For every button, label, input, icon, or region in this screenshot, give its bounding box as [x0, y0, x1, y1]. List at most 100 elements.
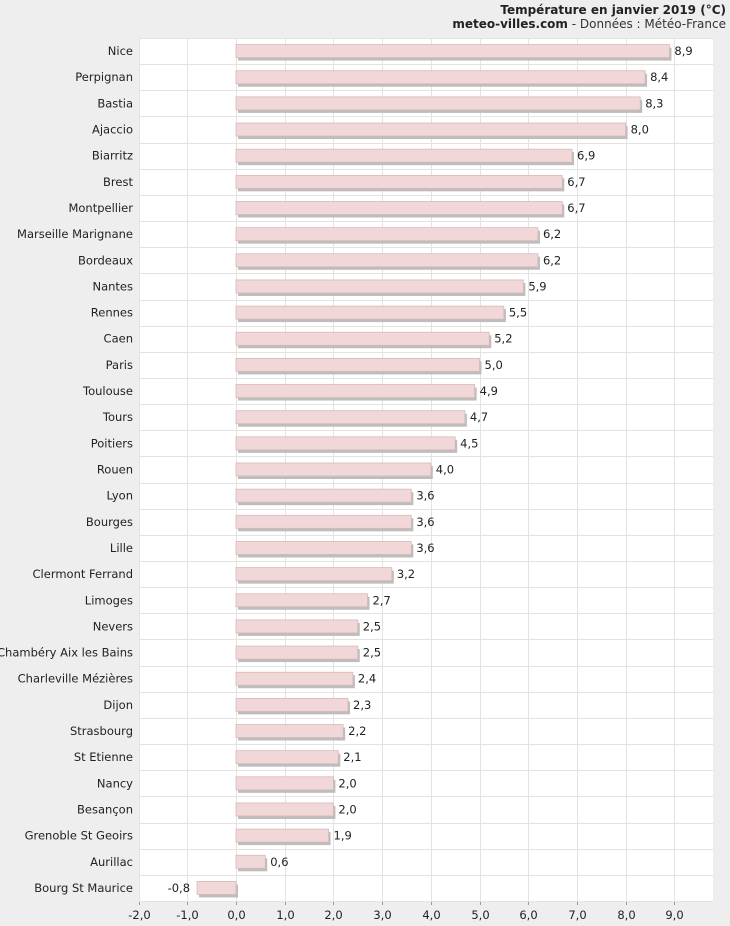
bar	[235, 96, 641, 111]
bar	[235, 148, 573, 163]
category-label: Lille	[110, 541, 133, 555]
x-tick-label: 1,0	[276, 908, 294, 922]
bar	[235, 776, 334, 791]
category-label: Perpignan	[75, 70, 133, 84]
chart-title: Température en janvier 2019 (°C)	[500, 3, 726, 17]
category-label: Nice	[108, 44, 133, 58]
bar	[235, 697, 349, 712]
x-tick-label: -2,0	[128, 908, 150, 922]
x-tick-label: 8,0	[617, 908, 635, 922]
data-label: 6,2	[543, 227, 561, 241]
data-label: 2,7	[372, 593, 390, 607]
bar	[235, 44, 670, 58]
bar	[235, 645, 359, 660]
bar	[235, 828, 329, 843]
data-label: 3,6	[416, 515, 434, 529]
data-label: 2,0	[338, 802, 356, 816]
data-label: 6,2	[543, 253, 561, 267]
bar	[235, 593, 368, 608]
data-label: 3,2	[397, 567, 415, 581]
data-label: 6,7	[567, 201, 585, 215]
category-label: Besançon	[77, 802, 133, 816]
bar	[235, 253, 539, 268]
x-tick-label: 6,0	[519, 908, 537, 922]
category-label: Toulouse	[82, 384, 133, 398]
category-label: Marseille Marignane	[17, 227, 133, 241]
data-label: 5,2	[494, 332, 512, 346]
category-label: Bastia	[97, 96, 133, 110]
data-label: 2,5	[363, 646, 381, 660]
category-label: St Etienne	[74, 750, 133, 764]
data-label: -0,8	[168, 881, 190, 895]
bar	[235, 488, 412, 503]
bar	[235, 724, 344, 738]
x-tick-label: 9,0	[665, 908, 683, 922]
bar	[235, 750, 339, 765]
bar	[235, 279, 524, 294]
data-label: 4,9	[480, 384, 498, 398]
category-label: Strasbourg	[70, 724, 133, 738]
category-label: Tours	[102, 410, 133, 424]
chart-source: meteo-villes.com - Données : Météo-Franc…	[452, 17, 726, 31]
category-label: Lyon	[107, 489, 133, 503]
x-tick-label: 3,0	[373, 908, 391, 922]
bar	[235, 305, 505, 320]
data-label: 1,9	[334, 829, 352, 843]
source-site[interactable]: meteo-villes.com	[452, 17, 568, 31]
category-label: Nancy	[97, 776, 133, 790]
category-label: Montpellier	[68, 201, 133, 215]
category-label: Clermont Ferrand	[33, 567, 133, 581]
bar	[235, 671, 354, 686]
bar	[235, 802, 334, 817]
data-label: 8,0	[631, 123, 649, 137]
bar	[235, 619, 359, 634]
data-label: 0,6	[270, 855, 288, 869]
data-label: 4,0	[436, 463, 454, 477]
data-label: 8,9	[674, 44, 692, 58]
data-label: 2,2	[348, 724, 366, 738]
bar	[235, 462, 432, 477]
bar	[235, 227, 539, 242]
bar	[235, 357, 480, 372]
x-tick-label: 2,0	[324, 908, 342, 922]
category-label: Nevers	[93, 619, 133, 633]
data-label: 4,5	[460, 436, 478, 450]
bar	[235, 174, 563, 189]
category-label: Charleville Mézières	[18, 672, 133, 686]
data-label: 3,6	[416, 489, 434, 503]
data-label: 5,9	[528, 279, 546, 293]
category-label: Aurillac	[90, 855, 133, 869]
x-tick-label: 4,0	[422, 908, 440, 922]
category-label: Biarritz	[92, 149, 133, 163]
bar	[235, 384, 476, 398]
bar	[235, 567, 393, 582]
bar	[235, 541, 412, 555]
category-label: Paris	[106, 358, 133, 372]
bar	[235, 436, 456, 451]
category-label: Rennes	[91, 306, 133, 320]
category-label: Bourges	[86, 515, 133, 529]
data-label: 6,7	[567, 175, 585, 189]
bar	[235, 854, 266, 869]
category-label: Bordeaux	[78, 253, 133, 267]
category-label: Ajaccio	[92, 123, 133, 137]
category-label: Poitiers	[91, 436, 133, 450]
data-label: 2,5	[363, 619, 381, 633]
category-label: Brest	[103, 175, 133, 189]
category-label: Dijon	[103, 698, 133, 712]
x-tick-label: 0,0	[227, 908, 245, 922]
bar	[235, 410, 466, 425]
category-label: Chambéry Aix les Bains	[0, 646, 133, 660]
data-label: 8,4	[650, 70, 668, 84]
data-label: 5,5	[509, 306, 527, 320]
category-label: Bourg St Maurice	[34, 881, 133, 895]
data-label: 2,0	[338, 776, 356, 790]
category-label: Caen	[104, 332, 133, 346]
bar	[235, 70, 646, 85]
bar	[235, 122, 627, 137]
category-label: Nantes	[92, 279, 133, 293]
category-label: Limoges	[85, 593, 133, 607]
data-label: 2,4	[358, 672, 376, 686]
